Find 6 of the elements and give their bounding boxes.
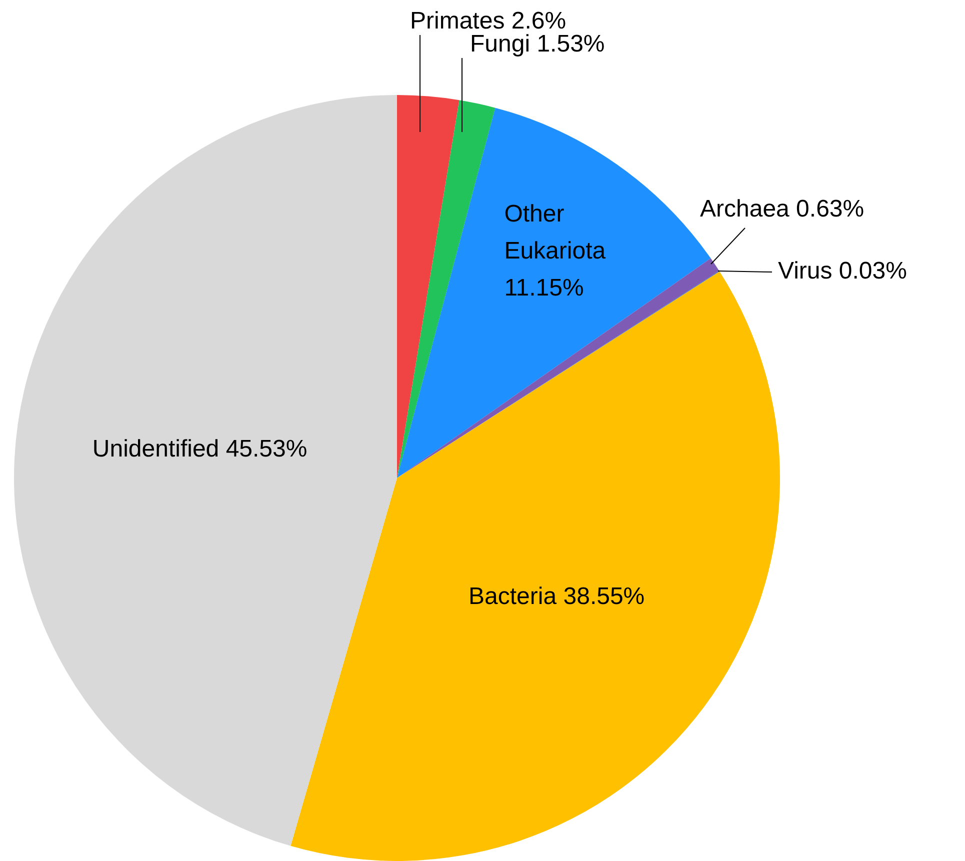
slice-label: Virus 0.03% — [778, 258, 907, 285]
slice-label: Unidentified 45.53% — [92, 436, 308, 463]
slice-label: Bacteria 38.55% — [468, 582, 645, 610]
slice-label: Archaea 0.63% — [700, 196, 864, 223]
data-label: 11.15% — [504, 274, 584, 302]
slice-label: Other Eukariota — [504, 200, 606, 265]
